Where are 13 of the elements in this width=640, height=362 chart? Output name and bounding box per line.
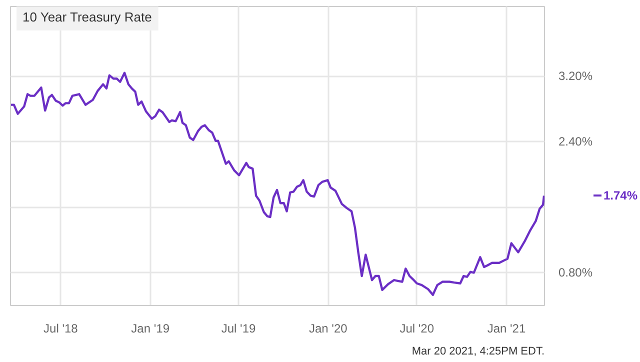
x-tick-label: Jul '18 (44, 322, 78, 336)
x-tick-label: Jul '19 (221, 322, 256, 336)
y-tick-label: 0.80% (558, 266, 593, 280)
y-tick-label: 2.40% (558, 134, 593, 149)
x-tick-label: Jul '20 (400, 322, 434, 336)
x-tick-label: Jan '21 (487, 322, 526, 336)
line-series (10, 72, 544, 296)
text: Mar 20 2021, 4:25PM EDT. (412, 346, 545, 358)
chart-title: 10 Year Treasury Rate (22, 10, 152, 24)
x-tick-label: Jan '19 (131, 322, 170, 336)
y-tick-label: 3.20% (558, 69, 593, 84)
text: 1.74% (604, 188, 638, 203)
x-tick-label: Jan '20 (309, 322, 348, 336)
